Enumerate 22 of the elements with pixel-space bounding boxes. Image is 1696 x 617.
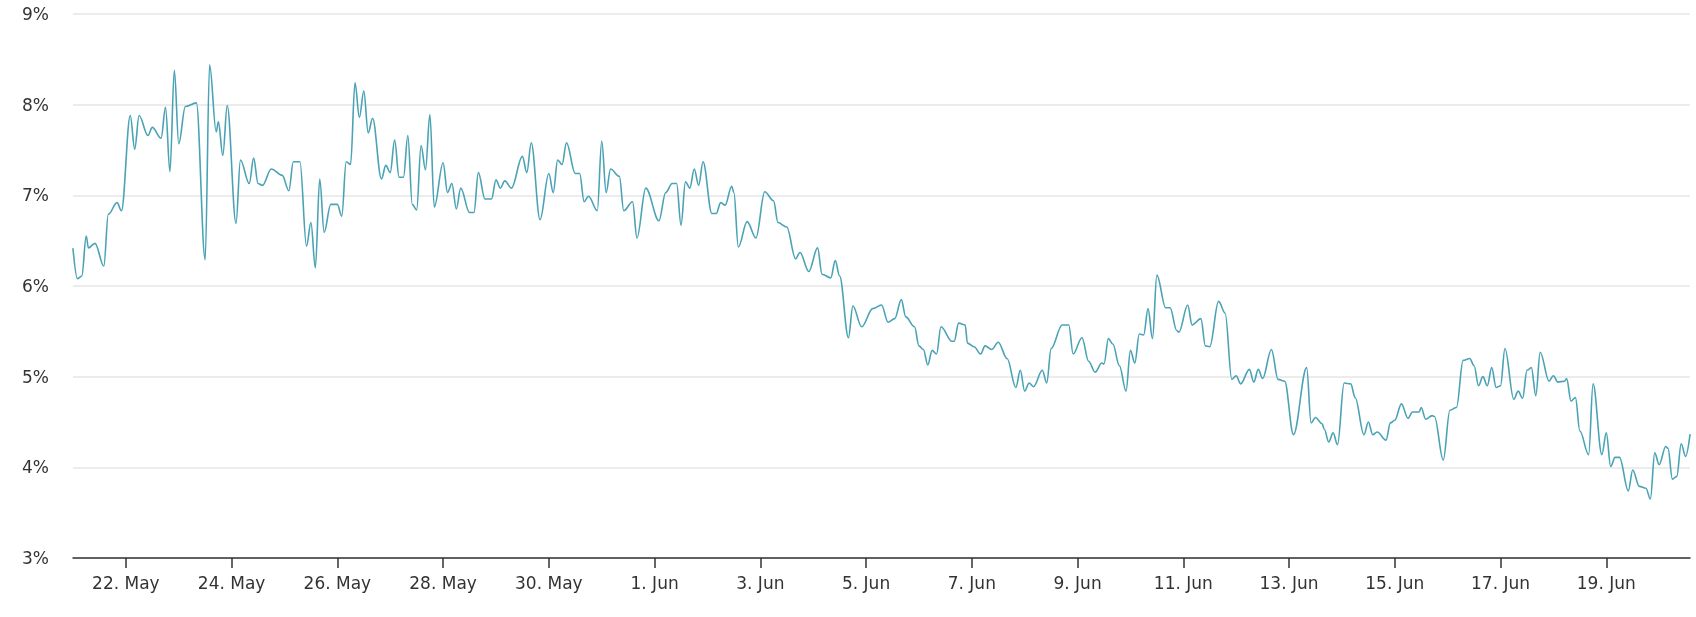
x-tick-label: 24. May <box>197 572 266 593</box>
x-tick-label: 7. Jun <box>947 572 996 593</box>
y-tick-label: 6% <box>22 276 49 296</box>
x-tick-label: 26. May <box>303 572 372 593</box>
y-tick-label: 3% <box>22 548 49 568</box>
x-tick-label: 5. Jun <box>841 572 891 593</box>
y-tick-label: 4% <box>22 457 49 478</box>
x-tick-label: 28. May <box>409 572 477 593</box>
x-tick-label: 13. Jun <box>1259 572 1319 593</box>
y-tick-label: 5% <box>22 366 49 387</box>
y-tick-label: 8% <box>22 94 49 115</box>
x-tick-label: 17. Jun <box>1471 572 1531 593</box>
x-tick-label: 9. Jun <box>1053 572 1102 593</box>
x-tick-label: 11. Jun <box>1153 572 1213 593</box>
y-tick-label: 9% <box>22 4 49 24</box>
x-tick-label: 30. May <box>515 572 583 593</box>
x-tick-label: 19. Jun <box>1576 572 1636 593</box>
y-tick-label: 7% <box>22 185 49 206</box>
x-tick-label: 22. May <box>92 572 160 593</box>
x-tick-label: 3. Jun <box>736 572 785 593</box>
x-tick-label: 1. Jun <box>630 572 679 593</box>
x-tick-label: 15. Jun <box>1365 572 1425 593</box>
